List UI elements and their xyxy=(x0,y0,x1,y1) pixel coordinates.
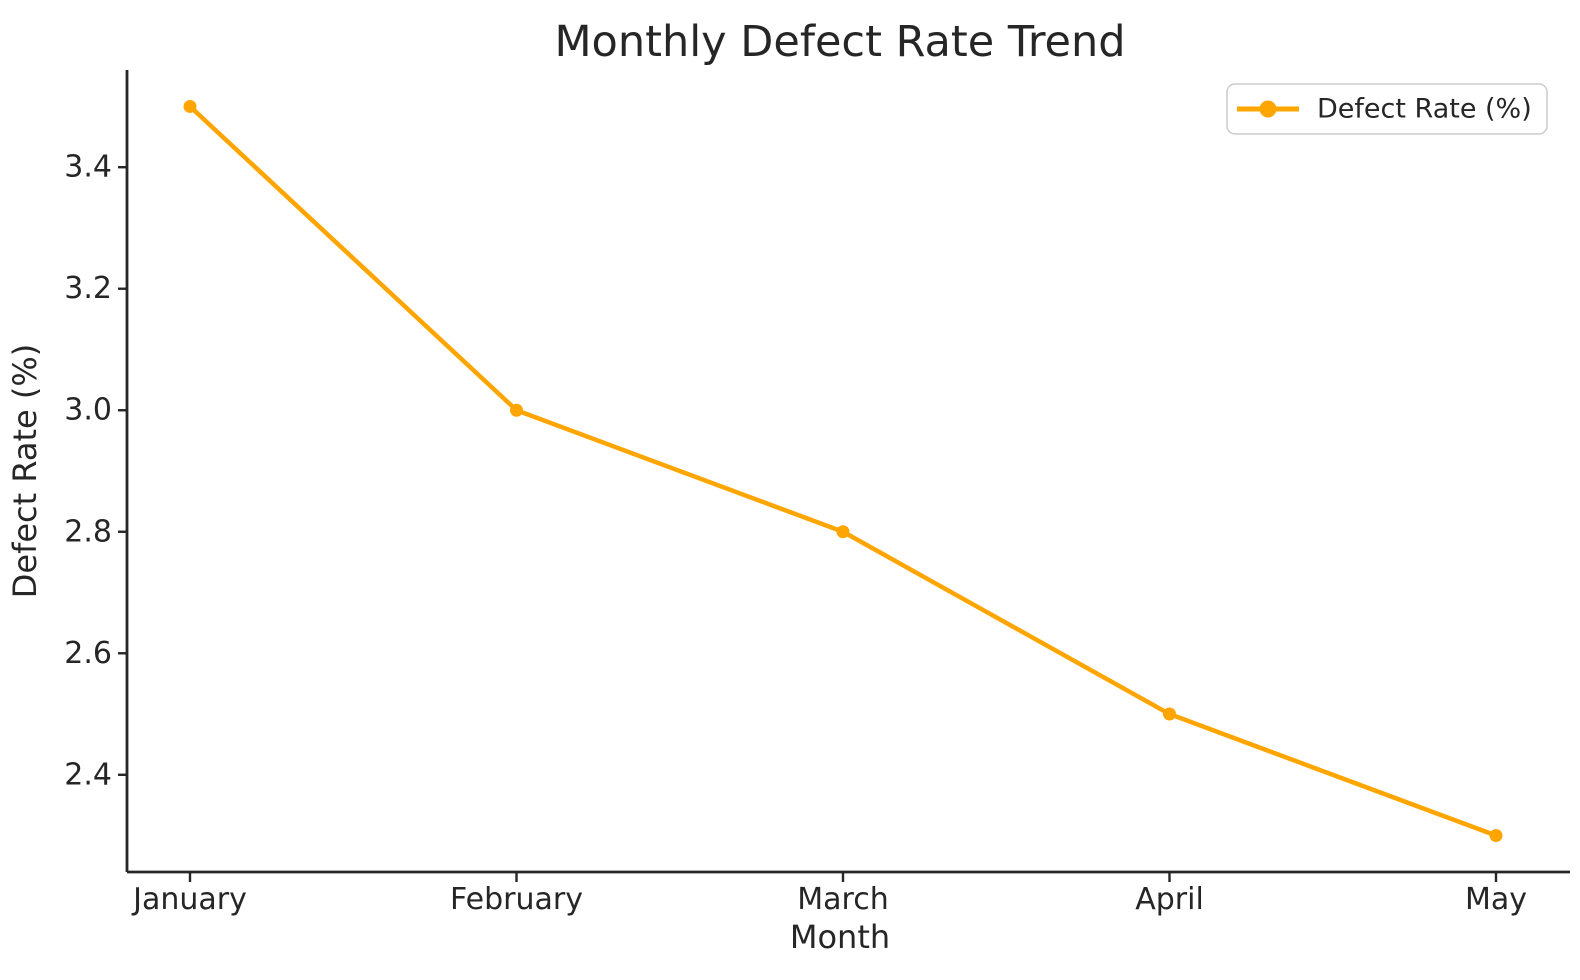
x-tick-label: April xyxy=(1135,882,1204,917)
y-tick-label: 3.0 xyxy=(64,393,112,428)
data-point-marker xyxy=(836,525,850,539)
y-axis-ticks: 2.4 2.6 2.8 3.0 3.2 3.4 xyxy=(64,150,127,792)
x-tick-label: March xyxy=(797,882,888,917)
x-tick-label: January xyxy=(131,882,247,917)
data-series xyxy=(183,99,1503,843)
y-tick-label: 3.4 xyxy=(64,150,112,185)
legend: Defect Rate (%) xyxy=(1226,83,1548,135)
legend-label: Defect Rate (%) xyxy=(1317,94,1532,125)
y-tick-label: 3.2 xyxy=(64,271,112,306)
data-point-marker xyxy=(1489,829,1503,843)
data-point-marker xyxy=(183,99,197,113)
x-axis-label: Month xyxy=(790,918,890,956)
data-point-marker xyxy=(1163,707,1176,721)
y-tick-label: 2.8 xyxy=(64,514,112,549)
y-tick-label: 2.6 xyxy=(64,636,112,671)
y-axis-label: Defect Rate (%) xyxy=(6,344,44,599)
legend-box xyxy=(1226,83,1548,135)
x-tick-label: February xyxy=(450,882,583,917)
x-tick-label: May xyxy=(1465,882,1527,917)
legend-marker-icon xyxy=(1259,100,1277,118)
chart-title: Monthly Defect Rate Trend xyxy=(554,17,1125,67)
series-line xyxy=(187,104,1499,838)
x-axis-ticks: January February March April May xyxy=(131,873,1527,917)
y-tick-label: 2.4 xyxy=(64,757,112,792)
data-point-marker xyxy=(510,403,523,417)
